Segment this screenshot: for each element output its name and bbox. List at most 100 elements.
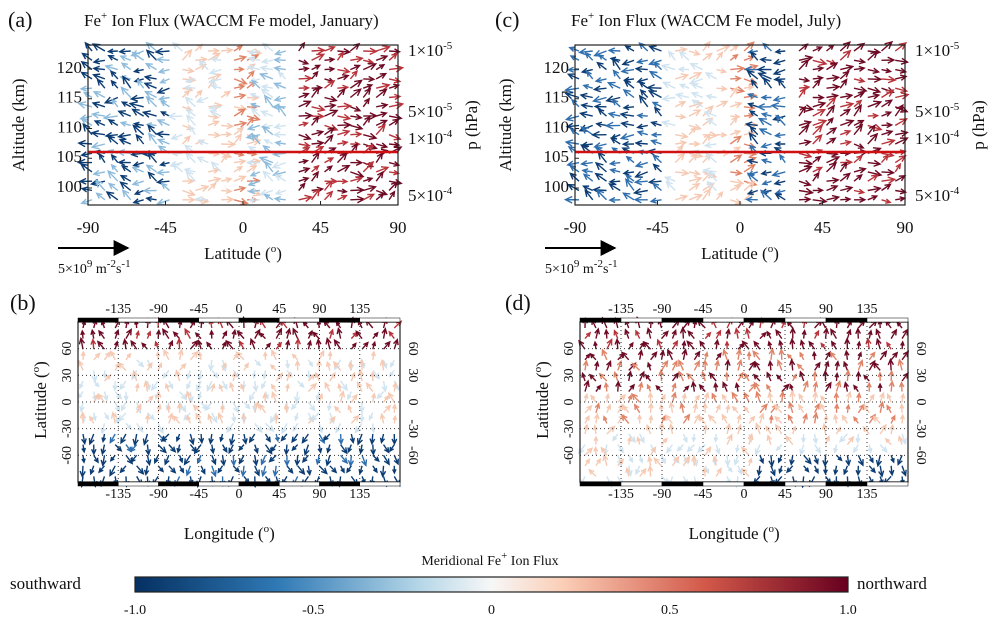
flux-arrow (184, 77, 196, 84)
flux-arrow (759, 403, 768, 414)
right-tick-label: 30 (913, 368, 928, 382)
flux-arrow (143, 379, 150, 392)
flux-arrow (368, 412, 374, 421)
flux-arrow (813, 454, 819, 465)
flux-arrow (233, 84, 246, 91)
flux-arrow (582, 185, 594, 192)
flux-arrow (391, 403, 398, 413)
flux-arrow (881, 56, 896, 64)
flux-arrow (340, 454, 349, 465)
flux-arrow (653, 61, 662, 71)
flux-arrow (691, 99, 704, 108)
flux-arrow (760, 169, 772, 176)
map-frame (579, 481, 622, 487)
flux-arrow (340, 444, 348, 455)
flux-arrow (207, 182, 217, 192)
flux-arrow (260, 110, 274, 117)
flux-arrow (826, 137, 837, 145)
flux-arrow (132, 67, 144, 74)
text-part: Latitude ( (31, 372, 50, 439)
flux-arrow (835, 426, 842, 435)
text-part: ) (31, 361, 50, 367)
flux-arrow (109, 70, 119, 80)
flux-arrow (307, 329, 313, 339)
flux-arrow (250, 133, 261, 145)
flux-arrow (702, 402, 708, 413)
flux-arrow (634, 171, 649, 178)
flux-arrow (781, 383, 790, 393)
flux-arrow (147, 132, 158, 145)
flux-arrow (78, 177, 93, 185)
flux-arrow (306, 465, 312, 477)
flux-arrow (84, 41, 93, 52)
flux-arrow (798, 187, 815, 196)
text-part: Longitude ( (689, 524, 769, 543)
flux-arrow (773, 179, 786, 186)
flux-arrow (154, 340, 160, 350)
map-frame (743, 481, 786, 487)
flux-arrow (621, 414, 630, 424)
flux-arrow (661, 94, 676, 102)
flux-arrow (597, 151, 608, 164)
flux-arrow (646, 423, 652, 435)
x-axis-label: Longitude (o) (184, 523, 275, 543)
flux-arrow (229, 433, 236, 446)
flux-arrow (702, 40, 711, 52)
flux-arrow (730, 198, 743, 205)
flux-arrow (754, 422, 762, 435)
flux-arrow (103, 412, 110, 421)
flux-arrow (564, 85, 580, 94)
flux-arrow (867, 75, 883, 83)
flux-arrow (702, 167, 717, 175)
flux-arrow (260, 58, 273, 65)
flux-arrow (593, 103, 607, 111)
flux-arrow (713, 381, 719, 392)
flux-arrow (329, 465, 338, 474)
flux-arrow (595, 121, 607, 128)
flux-arrow (159, 78, 170, 84)
flux-arrow (141, 110, 157, 118)
flux-arrow (185, 170, 196, 182)
flux-arrow (310, 412, 320, 422)
flux-arrow (857, 403, 865, 414)
flux-arrow (261, 465, 267, 478)
flux-arrow (605, 392, 611, 403)
flux-arrow (298, 74, 313, 83)
flux-arrow (260, 84, 273, 91)
flux-arrow (835, 454, 843, 462)
text-part: s (603, 262, 608, 277)
flux-arrow (594, 172, 607, 182)
flux-arrow (650, 446, 657, 456)
flux-arrow (355, 330, 363, 340)
flux-arrow (852, 444, 859, 454)
flux-arrow (270, 383, 277, 392)
flux-arrow (677, 66, 690, 73)
flux-arrow (682, 385, 690, 393)
flux-arrow (853, 154, 864, 164)
flux-arrow (620, 67, 635, 75)
bottom-tick-label: 135 (349, 487, 370, 502)
flux-arrow (647, 455, 653, 466)
flux-arrow (249, 92, 261, 99)
flux-arrow (382, 395, 390, 403)
map-frame (702, 317, 745, 323)
flux-arrow (771, 170, 786, 178)
flux-arrow (675, 113, 687, 120)
flux-arrow (109, 465, 116, 477)
flux-arrow (176, 337, 183, 350)
flux-arrow (627, 436, 632, 445)
flux-arrow (207, 52, 222, 61)
flux-arrow (122, 75, 132, 89)
flux-arrow (820, 395, 827, 403)
flux-arrow (337, 113, 352, 122)
flux-arrow (621, 140, 635, 148)
y-axis-label: Latitude (o) (30, 361, 50, 439)
flux-arrow (825, 117, 834, 126)
flux-arrow (194, 195, 209, 203)
bottom-tick-label: 90 (819, 487, 833, 502)
flux-arrow (335, 320, 342, 329)
panel-title: Fe+ Ion Flux (WACCM Fe model, January) (84, 10, 379, 30)
superscript: -4 (443, 185, 453, 197)
flux-arrow (204, 401, 213, 412)
flux-arrow (681, 348, 688, 360)
